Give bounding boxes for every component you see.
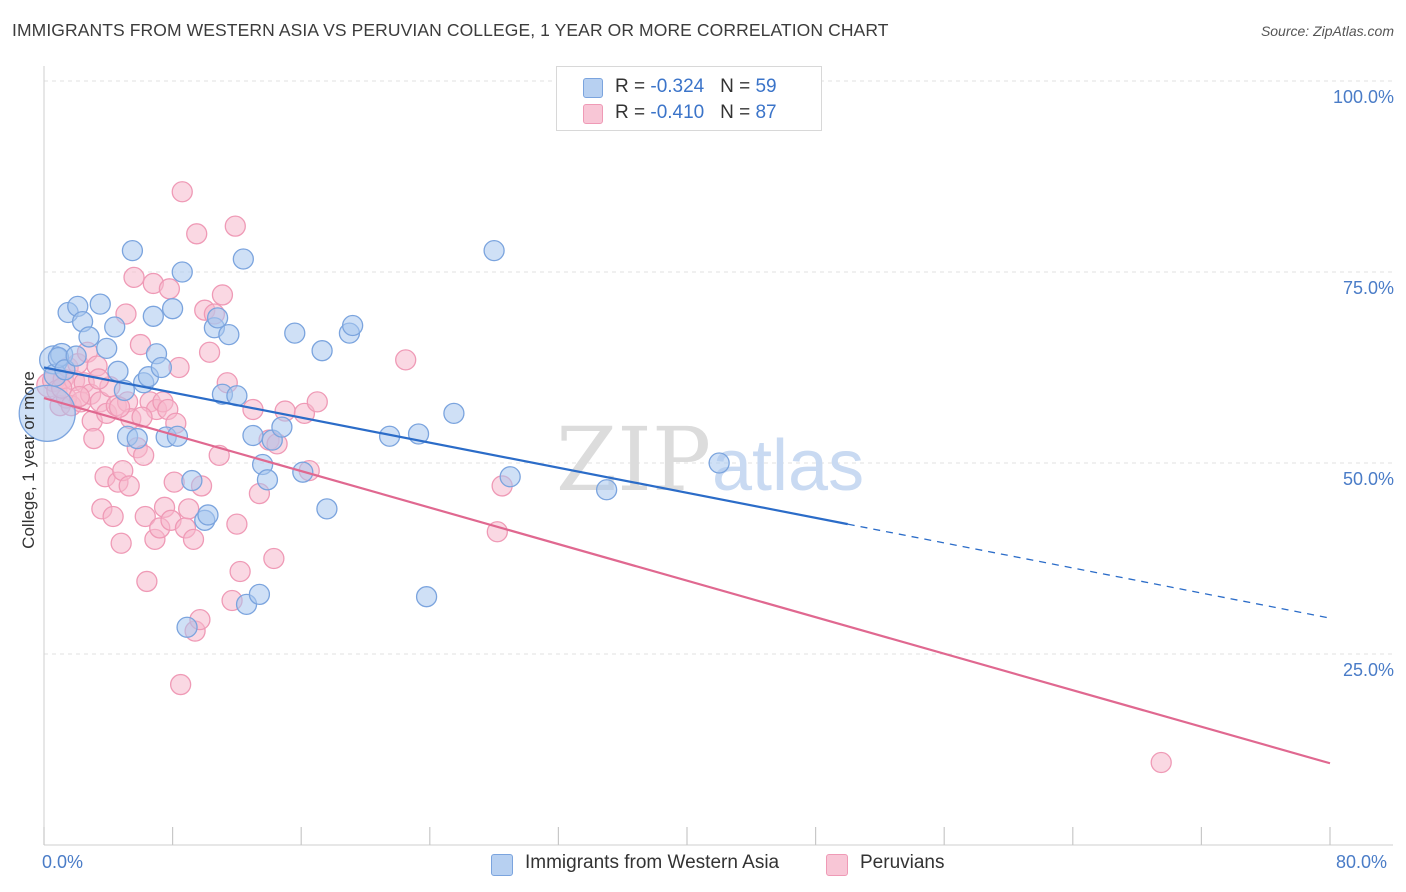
peruvian-point [395, 349, 417, 371]
axes [43, 66, 1393, 846]
zipatlas-watermark: ZIP atlas [556, 408, 864, 511]
western-asia-point [232, 248, 254, 270]
trend-lines [43, 366, 1331, 765]
western-asia-point [415, 586, 438, 608]
watermark-atlas: atlas [712, 426, 864, 506]
watermark-zip: ZIP [556, 408, 711, 511]
western-asia-point [206, 307, 229, 329]
n-value: 87 [755, 102, 777, 123]
western-asia-trend-line [43, 366, 848, 526]
peruvian-point [186, 223, 208, 245]
x-tick-0: 0.0% [42, 852, 84, 872]
stats-text: R = -0.410 N = 87 [615, 102, 777, 124]
western-asia-point [248, 583, 271, 606]
data-points [18, 181, 1172, 774]
western-asia-point [150, 356, 172, 379]
peruvian-point [110, 532, 132, 554]
r-value: -0.324 [650, 76, 705, 97]
y-tick-25: 25.0% [1342, 660, 1394, 680]
western-asia-point [78, 326, 100, 348]
western-asia-point [104, 316, 126, 338]
peruvian-point [123, 266, 145, 288]
peruvian-point [168, 356, 190, 379]
peruvian-trend-line [43, 397, 1331, 765]
western-asia-point [107, 360, 129, 382]
peruvian-point [182, 528, 205, 551]
western-asia-point [499, 466, 521, 488]
western-asia-point [113, 379, 136, 402]
r-value: -0.410 [650, 102, 705, 123]
peruvian-point [129, 333, 152, 356]
n-value: 59 [755, 76, 777, 97]
western-asia-point [271, 416, 293, 438]
western-asia-point [218, 323, 240, 346]
legend-label: Immigrants from Western Asia [525, 852, 780, 873]
peruvian-point [169, 673, 192, 696]
western-asia-point [311, 340, 333, 362]
peruvian-point [163, 471, 185, 493]
peruvian-point [1150, 751, 1172, 774]
stats-legend: R = -0.324 N = 59 R = -0.410 N = 87 [556, 66, 822, 131]
n-label: N = [720, 102, 756, 123]
chart-title: IMMIGRANTS FROM WESTERN ASIA VS PERUVIAN… [12, 20, 889, 40]
y-tick-75: 75.0% [1342, 278, 1394, 298]
series-legend: Immigrants from Western Asia Peruvians [0, 852, 1406, 878]
peruvian-point [306, 391, 328, 413]
y-tick-100: 100.0% [1332, 87, 1394, 107]
peruvian-point [198, 341, 221, 363]
pink-swatch [583, 104, 603, 124]
peruvian-point [134, 505, 156, 528]
peruvian-point [118, 475, 140, 497]
western-asia-point [142, 305, 164, 327]
western-asia-point [121, 239, 144, 262]
peruvian-point [158, 278, 181, 300]
stats-text: R = -0.324 N = 59 [615, 76, 777, 98]
peruvian-point [224, 215, 246, 237]
peruvian-point [136, 570, 158, 593]
pink-swatch [826, 854, 848, 876]
peruvian-point [226, 513, 248, 535]
r-label: R = [615, 76, 651, 97]
blue-swatch [491, 854, 513, 876]
peruvian-point [178, 498, 200, 520]
western-asia-point [18, 384, 76, 442]
western-asia-point [256, 469, 279, 491]
western-asia-point [483, 239, 505, 262]
peruvian-point [211, 284, 234, 306]
peruvian-point [131, 406, 153, 428]
western-asia-point [161, 298, 184, 320]
y-tick-50: 50.0% [1342, 469, 1394, 489]
peruvian-point [486, 521, 508, 543]
western-asia-point [171, 261, 193, 283]
western-asia-point [176, 616, 198, 638]
western-asia-point [96, 337, 118, 360]
y-axis-label: College, 1 year or more [19, 371, 38, 549]
western-asia-point [89, 293, 111, 315]
western-asia-point [126, 427, 148, 450]
peruvian-point [229, 560, 251, 583]
western-asia-point [443, 402, 465, 424]
peruvian-point [171, 181, 193, 203]
peruvian-point [102, 505, 124, 528]
western-asia-trend-extension [847, 523, 1331, 619]
western-asia-point [708, 452, 730, 474]
western-asia-point [284, 322, 306, 344]
western-asia-point [65, 345, 87, 367]
r-label: R = [615, 102, 651, 123]
western-asia-point [341, 314, 364, 337]
western-asia-point [595, 479, 618, 501]
source-label: Source: ZipAtlas.com [1260, 23, 1394, 39]
western-asia-point [242, 424, 264, 447]
blue-swatch [583, 78, 603, 98]
x-tick-80: 80.0% [1336, 852, 1388, 872]
western-asia-point [197, 504, 219, 526]
n-label: N = [720, 76, 756, 97]
legend-label: Peruvians [860, 852, 945, 873]
y-axis-label-wrap: College, 1 year or more [14, 80, 44, 840]
peruvian-point [263, 547, 285, 570]
peruvian-point [83, 427, 105, 450]
western-asia-point [316, 498, 338, 520]
western-asia-point [181, 469, 203, 492]
